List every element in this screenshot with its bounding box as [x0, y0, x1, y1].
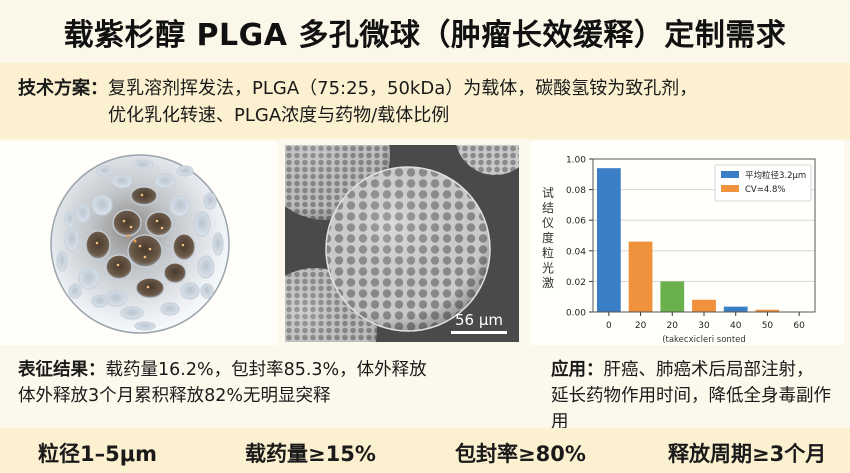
y-tick-label: 0.06	[566, 217, 586, 227]
porous-microsphere-sem	[285, 145, 519, 342]
application-section: 应用：肝癌、肺癌术后局部注射， 延长药物作用时间，降低全身毒副作用	[551, 357, 846, 435]
legend-label: CV=4.8%	[745, 185, 785, 195]
plot-frame	[592, 158, 816, 313]
particle-size-bar-chart: 0.00 0.02 0.04 0.06 0.08 1.00 0 20 20 30 40 50 60 (ta…	[542, 156, 816, 345]
spec-release-period: 释放周期≥3个月	[668, 442, 827, 466]
y-axis-label-char: 光	[542, 261, 554, 275]
spec-band: 粒径1–5μm 载药量≥15% 包封率≥80% 释放周期≥3个月	[0, 428, 850, 473]
spec-encapsulation: 包封率≥80%	[455, 442, 586, 466]
legend-swatch	[721, 185, 739, 192]
x-axis-label: (takecxicleri sonted	[662, 335, 746, 345]
chart-bar	[723, 306, 748, 312]
x-tick-label: 40	[730, 321, 742, 331]
legend-swatch	[721, 171, 739, 178]
sem-scale-label: 56 μm	[454, 311, 503, 329]
sem-micrograph-panel: 56 μm	[285, 145, 519, 342]
y-tick-label: 0.00	[566, 309, 586, 319]
y-axis-label-char: 粒	[542, 245, 554, 260]
chart-bar	[596, 168, 621, 312]
tech-scheme-line-2: 优化乳化转速、PLGA浓度与药物/载体比例	[108, 105, 450, 126]
title-bar: 载紫杉醇 PLGA 多孔微球（肿瘤长效缓释）定制需求	[0, 0, 850, 63]
legend-label: 平均粒径3.2μm	[745, 170, 806, 181]
application-label: 应用：	[551, 360, 604, 380]
x-tick-label: 60	[793, 321, 805, 331]
y-tick-label: 1.00	[566, 156, 586, 166]
y-axis-label-char: 试	[542, 185, 554, 200]
tech-scheme-line-1: 复乳溶剂挥发法，PLGA（75:25，50kDa）为载体，碳酸氢铵为致孔剂，	[108, 78, 698, 99]
tech-scheme-section: 技术方案： 复乳溶剂挥发法，PLGA（75:25，50kDa）为载体，碳酸氢铵为…	[0, 63, 850, 139]
chart-bar	[755, 309, 780, 312]
x-tick-label: 20	[667, 321, 679, 331]
chart-bar	[692, 299, 716, 312]
results-label: 表征结果：	[18, 360, 106, 380]
application-line-2: 延长药物作用时间，降低全身毒副作用	[551, 386, 831, 432]
x-tick-label: 30	[698, 321, 710, 331]
porous-microsphere-illustration	[50, 154, 230, 334]
x-tick-label: 0	[606, 321, 612, 331]
chart-bar	[660, 281, 685, 312]
sem-scale-line	[451, 331, 507, 334]
y-axis-label-char: 激	[542, 276, 554, 290]
x-tick-label: 20	[635, 321, 647, 331]
characterization-results: 表征结果：载药量16.2%，包封率85.3%，体外释放 体外释放3个月累积释放8…	[18, 357, 498, 409]
application-line-1: 肝癌、肺癌术后局部注射，	[603, 360, 814, 380]
x-tick-label: 50	[762, 321, 774, 331]
results-line-1: 载药量16.2%，包封率85.3%，体外释放	[105, 360, 427, 380]
sem-scale-bar: 56 μm	[451, 311, 507, 334]
sphere-illustration-panel	[0, 141, 278, 345]
spec-drug-loading: 载药量≥15%	[245, 442, 376, 466]
y-axis-label-char: 仪	[542, 216, 554, 230]
particle-size-chart-panel: 0.00 0.02 0.04 0.06 0.08 1.00 0 20 20 30 40 50 60 (ta…	[530, 141, 844, 345]
y-tick-label: 0.02	[566, 278, 586, 288]
chart-bar	[628, 241, 653, 312]
y-tick-label: 0.08	[566, 186, 586, 196]
page-title: 载紫杉醇 PLGA 多孔微球（肿瘤长效缓释）定制需求	[63, 17, 787, 53]
y-axis-label-char: 结	[542, 201, 554, 215]
spec-particle-size: 粒径1–5μm	[38, 442, 158, 466]
y-axis-label-char: 度	[542, 230, 554, 245]
results-line-2: 体外释放3个月累积释放82%无明显突释	[18, 386, 331, 406]
y-tick-label: 0.04	[566, 247, 586, 257]
tech-scheme-label: 技术方案：	[18, 78, 108, 99]
